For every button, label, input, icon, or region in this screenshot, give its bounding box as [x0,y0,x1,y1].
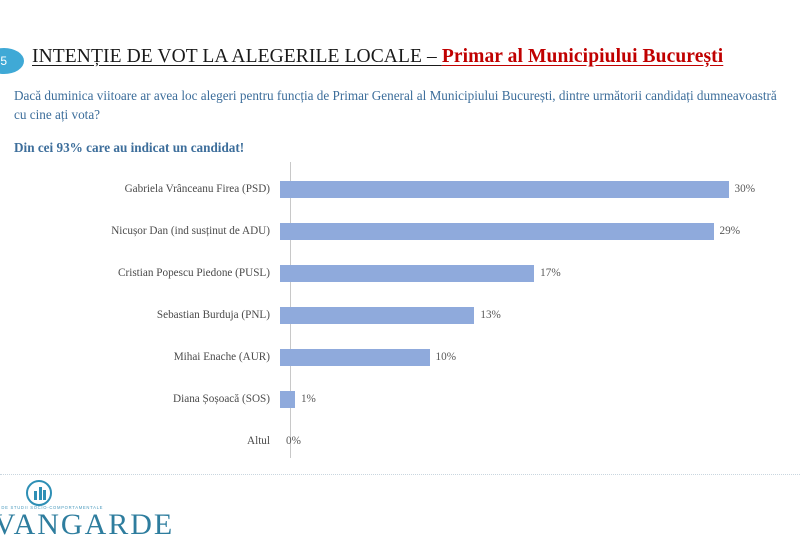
survey-base-note: Din cei 93% care au indicat un candidat! [14,140,245,155]
bar-chart: Gabriela Vrânceanu Firea (PSD) 30% Nicușor… [0,162,800,460]
page-title-main: INTENȚIE DE VOT LA ALEGERILE LOCALE – [32,46,442,67]
chart-value-label: 10% [435,351,457,363]
chart-value-label: 13% [480,309,501,321]
chart-bar-wrapper: 0% [280,420,800,462]
chart-bar [280,222,714,240]
page-title: INTENȚIE DE VOT LA ALEGERILE LOCALE – Pr… [32,46,772,68]
chart-row: Diana Șoșoacă (SOS) 1% [0,378,800,420]
chart-value-label: 30% [734,183,756,195]
chart-row: Cristian Popescu Piedone (PUSL) 17% [0,252,800,294]
chart-bar [280,390,295,408]
chart-bar-wrapper: 13% [280,294,800,336]
brand-logo: GRUPUL DE STUDII SOCIO-COMPORTAMENTALE A… [0,478,218,541]
chart-category-label: Sebastian Burduja (PNL) [156,309,270,321]
slide-number-badge: 5 [0,48,24,74]
page-title-accent: Primar al Municipiului București [441,46,724,67]
survey-question-text: Dacă duminica viitoare ar avea loc alege… [14,88,777,122]
chart-bar [280,264,535,282]
footer-divider [0,474,800,475]
chart-bar [280,306,475,324]
logo-wordmark: AVANGARDE [0,508,175,541]
chart-row: Sebastian Burduja (PNL) 13% [0,294,800,336]
chart-row: Nicușor Dan (ind susținut de ADU) 29% [0,210,800,252]
chart-value-label: 1% [300,393,316,405]
chart-category-label: Gabriela Vrânceanu Firea (PSD) [124,183,270,195]
chart-bar [280,348,430,366]
chart-category-label: Cristian Popescu Piedone (PUSL) [118,267,270,279]
logo-tagline: GRUPUL DE STUDII SOCIO-COMPORTAMENTALE [0,505,104,510]
chart-value-label: 0% [286,435,301,447]
chart-value-label: 29% [719,225,741,237]
chart-category-label: Altul [247,435,270,447]
chart-bar-wrapper: 10% [280,336,800,378]
chart-row: Altul 0% [0,420,800,462]
chart-bar-wrapper: 30% [280,168,800,210]
chart-bar-wrapper: 17% [280,252,800,294]
chart-bar-wrapper: 29% [280,210,800,252]
chart-row: Gabriela Vrânceanu Firea (PSD) 30% [0,168,800,210]
chart-bar-wrapper: 1% [280,378,800,420]
chart-value-label: 17% [540,267,561,279]
chart-category-label: Diana Șoșoacă (SOS) [173,393,270,405]
chart-category-label: Mihai Enache (AUR) [173,351,270,363]
chart-row: Mihai Enache (AUR) 10% [0,336,800,378]
avangarde-emblem-icon [26,480,52,506]
chart-category-label: Nicușor Dan (ind susținut de ADU) [111,225,270,237]
chart-bar [280,180,729,198]
